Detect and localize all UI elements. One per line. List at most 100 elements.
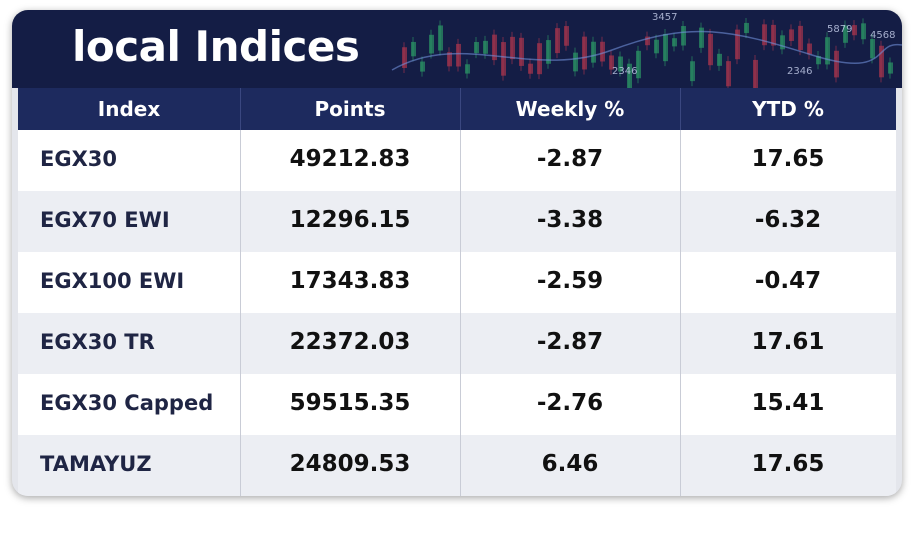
candle-body xyxy=(798,25,803,51)
column-divider xyxy=(460,88,461,130)
candle-body xyxy=(789,29,794,41)
candle-body xyxy=(834,50,839,78)
candle-body xyxy=(528,63,533,74)
table-row: EGX30 49212.83 -2.87 17.65 xyxy=(18,130,896,192)
value-cell: 22372.03 xyxy=(289,329,411,355)
decor-label: 5879 xyxy=(827,24,852,35)
candle-body xyxy=(474,41,479,54)
candle-body xyxy=(627,63,632,88)
index-name: EGX70 EWI xyxy=(40,208,170,232)
column-divider xyxy=(240,252,241,313)
value-cell: 12296.15 xyxy=(289,207,411,233)
value-cell: -2.87 xyxy=(536,146,604,172)
column-header-cell: Weekly % xyxy=(515,97,625,121)
column-divider xyxy=(680,130,681,191)
column-header: Index Points Weekly % YTD % xyxy=(18,88,896,130)
candle-body xyxy=(555,28,560,54)
column-divider xyxy=(240,88,241,130)
column-divider xyxy=(240,130,241,191)
table-row: TAMAYUZ 24809.53 6.46 17.65 xyxy=(18,435,896,496)
candle-body xyxy=(852,25,857,36)
column-divider xyxy=(240,435,241,496)
candle-body xyxy=(843,25,848,43)
candle-body xyxy=(591,41,596,63)
column-divider xyxy=(240,191,241,252)
candle-body xyxy=(690,61,695,82)
column-header-cell: YTD % xyxy=(752,97,824,121)
candle-body xyxy=(600,41,605,62)
column-header-cell: Index xyxy=(97,97,161,121)
index-name: EGX30 xyxy=(40,147,117,171)
decor-label: 2346 xyxy=(612,66,637,77)
value-cell: 17.65 xyxy=(751,146,825,172)
candle-body xyxy=(465,64,470,74)
index-name: EGX30 Capped xyxy=(40,391,214,415)
candle-body xyxy=(753,59,758,88)
candle-body xyxy=(402,47,407,68)
candle-body xyxy=(645,36,650,46)
value-cell: -0.47 xyxy=(754,268,822,294)
column-header-cell: Points xyxy=(314,97,386,121)
candle-body xyxy=(447,52,452,67)
table-row: EGX30 TR 22372.03 -2.87 17.61 xyxy=(18,313,896,375)
candle-body xyxy=(879,45,884,78)
column-divider xyxy=(680,374,681,435)
candle-body xyxy=(699,27,704,48)
candle-body xyxy=(744,22,749,34)
candle-body xyxy=(411,41,416,57)
header-banner: 3457 2346 5879 4568 2346 local Indices xyxy=(12,10,902,88)
candle-body xyxy=(888,62,893,74)
candle-body xyxy=(519,37,524,66)
candle-body xyxy=(735,29,740,60)
candle-body xyxy=(456,43,461,67)
value-cell: -3.38 xyxy=(536,207,604,233)
value-cell: -2.59 xyxy=(536,268,604,294)
candle-body xyxy=(618,56,623,72)
column-divider xyxy=(240,313,241,374)
index-name: TAMAYUZ xyxy=(40,452,152,476)
value-cell: 49212.83 xyxy=(289,146,411,172)
value-cell: 15.41 xyxy=(751,390,825,416)
value-cell: -6.32 xyxy=(754,207,822,233)
value-cell: 24809.53 xyxy=(289,451,411,477)
index-name: EGX100 EWI xyxy=(40,269,185,293)
candle-body xyxy=(609,55,614,70)
candle-body xyxy=(726,61,731,87)
title: local Indices xyxy=(72,22,360,71)
candle-body xyxy=(573,52,578,72)
candle-body xyxy=(717,53,722,66)
candle-body xyxy=(636,50,641,79)
decor-label: 3457 xyxy=(652,12,677,23)
value-cell: 59515.35 xyxy=(289,390,411,416)
candle-body xyxy=(861,23,866,40)
candle-body xyxy=(438,25,443,51)
candle-body xyxy=(816,56,821,65)
candle-body xyxy=(780,35,785,50)
value-cell: 6.46 xyxy=(541,451,599,477)
column-divider xyxy=(680,191,681,252)
column-divider xyxy=(240,374,241,435)
decor-label: 2346 xyxy=(787,66,812,77)
index-name: EGX30 TR xyxy=(40,330,155,354)
candle-body xyxy=(483,40,488,54)
column-divider xyxy=(460,252,461,313)
value-cell: 17.65 xyxy=(751,451,825,477)
candle-body xyxy=(870,38,875,59)
candle-body xyxy=(672,38,677,47)
chart-decoration: 3457 2346 5879 4568 2346 xyxy=(391,12,902,88)
value-cell: 17343.83 xyxy=(289,268,411,294)
trend-line xyxy=(391,30,902,71)
candle-body xyxy=(654,39,659,54)
column-divider xyxy=(460,313,461,374)
candle-body xyxy=(501,42,506,76)
candle-body xyxy=(762,24,767,46)
value-cell: 17.61 xyxy=(751,329,825,355)
table-row: EGX100 EWI 17343.83 -2.59 -0.47 xyxy=(18,252,896,314)
candle-body xyxy=(564,26,569,46)
table-row: EGX70 EWI 12296.15 -3.38 -6.32 xyxy=(18,191,896,253)
candle-body xyxy=(807,43,812,55)
candle-body xyxy=(825,37,830,65)
candle-body xyxy=(582,36,587,70)
table-row: EGX30 Capped 59515.35 -2.76 15.41 xyxy=(18,374,896,436)
